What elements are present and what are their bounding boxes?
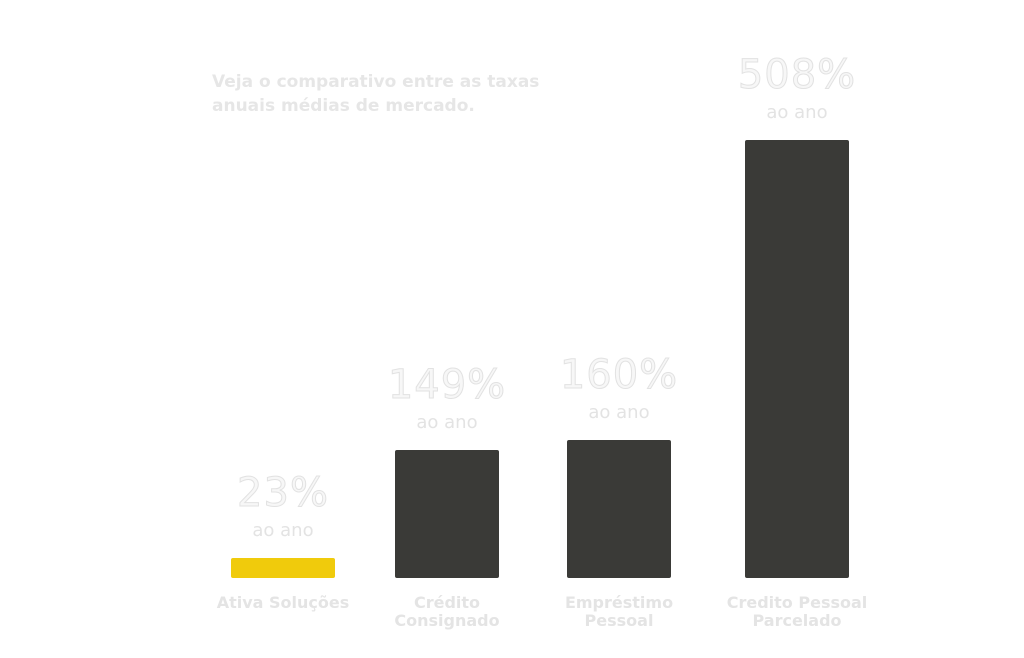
value-label: 23% bbox=[237, 470, 329, 517]
category-label: Ativa Soluções bbox=[216, 593, 350, 612]
value-label: 149% bbox=[387, 361, 507, 408]
value-sublabel: ao ano bbox=[252, 520, 314, 542]
category-label: Crédito Consignado bbox=[394, 593, 500, 630]
value-sublabel: ao ano bbox=[766, 102, 828, 123]
category-label: Empréstimo Pessoal bbox=[564, 593, 674, 630]
category-label: Credito Pessoal Parcelado bbox=[726, 593, 868, 630]
bar bbox=[231, 558, 335, 578]
bar bbox=[395, 449, 499, 578]
chart-title: Veja o comparativo entre as taxas anuais… bbox=[212, 72, 540, 116]
value-sublabel: ao ano bbox=[416, 411, 478, 433]
value-label: 160% bbox=[559, 352, 679, 399]
value-sublabel: ao ano bbox=[588, 402, 650, 424]
bar bbox=[567, 440, 671, 578]
bar bbox=[745, 140, 849, 578]
value-label: 508% bbox=[737, 52, 857, 99]
